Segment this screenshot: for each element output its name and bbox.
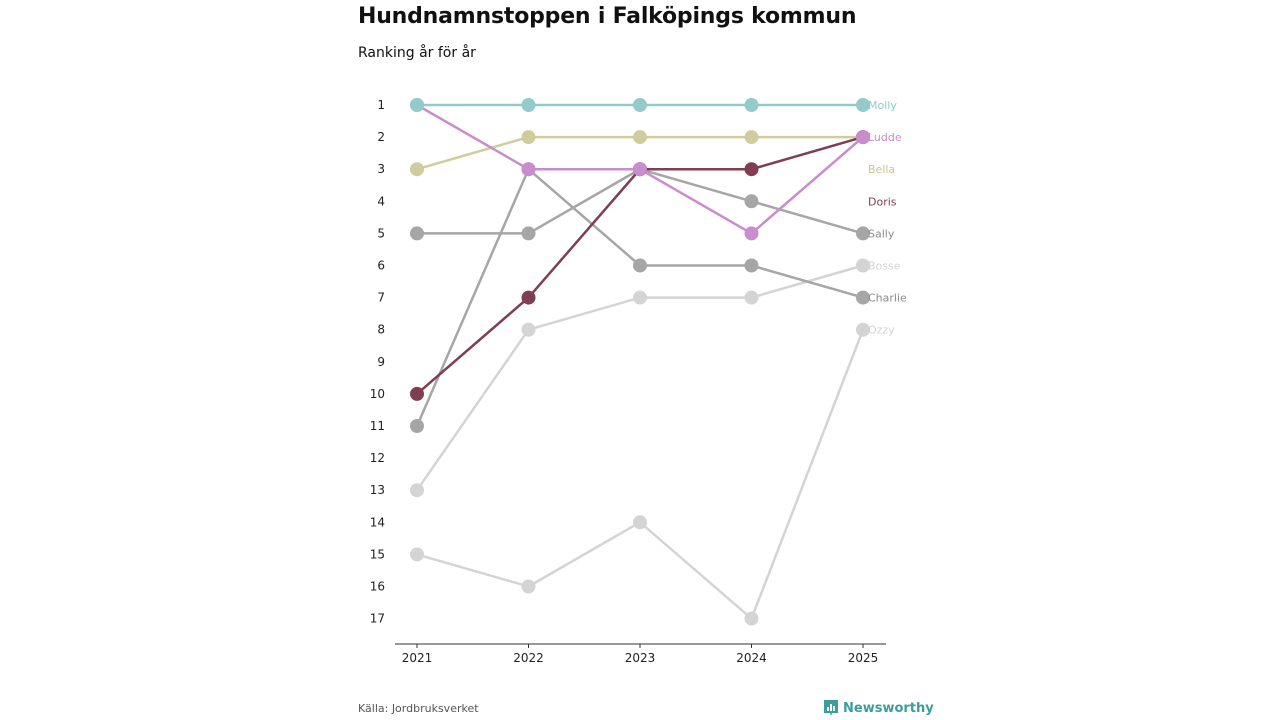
data-point-bella	[521, 130, 536, 145]
data-point-bosse	[521, 322, 536, 337]
y-tick-label: 7	[377, 291, 385, 305]
series-lines	[415, 103, 865, 620]
series-label-bosse: Bosse	[868, 260, 901, 273]
source-note: Källa: Jordbruksverket	[358, 702, 479, 715]
x-tick-label: 2021	[402, 651, 433, 665]
y-tick-label: 3	[377, 162, 385, 176]
x-tick-label: 2025	[848, 651, 879, 665]
y-tick-label: 11	[370, 419, 385, 433]
y-tick-label: 5	[377, 226, 385, 240]
data-point-molly	[521, 98, 536, 112]
series-label-doris: Doris	[868, 195, 897, 208]
data-point-sally	[521, 226, 536, 241]
series-label-bella: Bella	[868, 163, 895, 176]
data-point-charlie	[410, 419, 424, 433]
series-line-ozzy	[416, 329, 865, 620]
data-point-doris	[744, 162, 759, 177]
data-point-doris	[410, 386, 424, 401]
y-tick-label: 2	[377, 130, 385, 144]
series-label-sally: Sally	[868, 227, 895, 240]
data-point-sally	[856, 226, 870, 241]
data-point-charlie	[856, 290, 870, 305]
y-tick-label: 16	[370, 580, 385, 594]
series-label-ludde: Ludde	[868, 131, 902, 144]
data-point-ozzy	[633, 515, 647, 530]
y-tick-label: 14	[370, 515, 385, 529]
data-point-bella	[744, 130, 759, 145]
y-tick-label: 6	[377, 259, 385, 273]
y-tick-label: 9	[377, 355, 385, 369]
data-point-bosse	[856, 258, 870, 273]
x-axis: 2021 2022 2023 2024 2025	[395, 643, 886, 665]
y-tick-label: 8	[377, 323, 385, 337]
brand-name: Newsworthy	[843, 700, 934, 716]
brand-logo[interactable]: Newsworthy	[823, 699, 934, 717]
y-tick-label: 4	[377, 194, 385, 208]
y-tick-label: 15	[370, 547, 385, 561]
x-tick-label: 2022	[513, 651, 544, 665]
y-tick-label: 13	[370, 483, 385, 497]
series-end-labels: Ozzy Bosse Charlie Sally Bella Doris Ludde Moll…	[868, 99, 907, 337]
data-point-ludde	[744, 226, 759, 241]
data-point-doris	[521, 290, 536, 305]
data-point-charlie	[744, 258, 759, 273]
series-label-charlie: Charlie	[868, 292, 907, 305]
data-point-ozzy	[410, 547, 424, 562]
data-point-sally	[410, 226, 424, 241]
data-point-bosse	[633, 290, 647, 305]
bar-chart-icon	[824, 700, 838, 716]
data-point-sally	[744, 194, 759, 209]
x-tick-label: 2023	[625, 651, 656, 665]
data-point-bosse	[410, 483, 424, 498]
data-point-bella	[633, 130, 647, 145]
data-point-ludde	[521, 162, 536, 177]
y-tick-label: 10	[370, 387, 385, 401]
data-point-molly	[744, 98, 759, 112]
data-point-molly	[856, 98, 870, 112]
y-tick-label: 1	[377, 98, 385, 112]
data-point-ozzy	[521, 579, 536, 594]
series-points	[410, 98, 870, 626]
series-label-ozzy: Ozzy	[868, 324, 895, 337]
data-point-ludde	[633, 162, 647, 177]
series-label-molly: Molly	[868, 99, 897, 112]
y-tick-label: 17	[370, 612, 385, 626]
data-point-bella	[410, 162, 424, 177]
data-point-ludde	[856, 130, 870, 145]
data-point-charlie	[633, 258, 647, 273]
data-point-bosse	[744, 290, 759, 305]
y-tick-label: 12	[370, 451, 385, 465]
data-point-molly	[410, 98, 424, 112]
data-point-molly	[633, 98, 647, 112]
chart-title: Hundnamnstoppen i Falköpings kommun	[358, 4, 857, 29]
chart-subtitle: Ranking år för år	[358, 45, 476, 61]
data-point-ozzy	[744, 611, 759, 626]
series-line-sally	[417, 167, 864, 235]
x-tick-label: 2024	[736, 651, 767, 665]
data-point-ozzy	[856, 322, 870, 337]
